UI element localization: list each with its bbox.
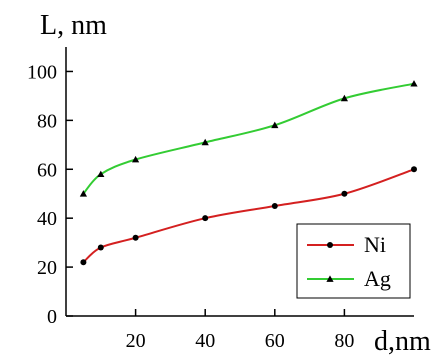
legend-marker-ni	[327, 242, 333, 248]
legend-label-ni: Ni	[364, 232, 386, 257]
y-tick-label: 100	[27, 61, 57, 83]
legend-box	[297, 224, 410, 298]
y-tick-label: 80	[37, 110, 57, 132]
x-tick-label: 20	[126, 330, 146, 352]
y-tick-label: 0	[47, 306, 57, 328]
x-tick-label: 80	[334, 330, 354, 352]
axes: 0 20 40 60 80 100 20 40 60 80	[27, 47, 414, 352]
data-point-ni	[202, 215, 208, 221]
legend-label-ag: Ag	[364, 266, 391, 291]
x-tick-label: 40	[195, 330, 215, 352]
data-point-ni	[80, 259, 86, 265]
data-point-ni	[98, 245, 104, 251]
data-point-ni	[341, 191, 347, 197]
data-point-ni	[272, 203, 278, 209]
y-axis-label: L, nm	[40, 10, 107, 41]
series-ag	[80, 80, 418, 197]
x-axis-label: d,nm	[374, 326, 431, 357]
y-tick-label: 60	[37, 159, 57, 181]
y-tick-label: 20	[37, 257, 57, 279]
x-tick-label: 60	[265, 330, 285, 352]
series-line-ag	[83, 84, 414, 194]
data-point-ni	[411, 166, 417, 172]
legend: Ni Ag	[297, 224, 410, 298]
y-tick-label: 40	[37, 208, 57, 230]
data-point-ni	[133, 235, 139, 241]
